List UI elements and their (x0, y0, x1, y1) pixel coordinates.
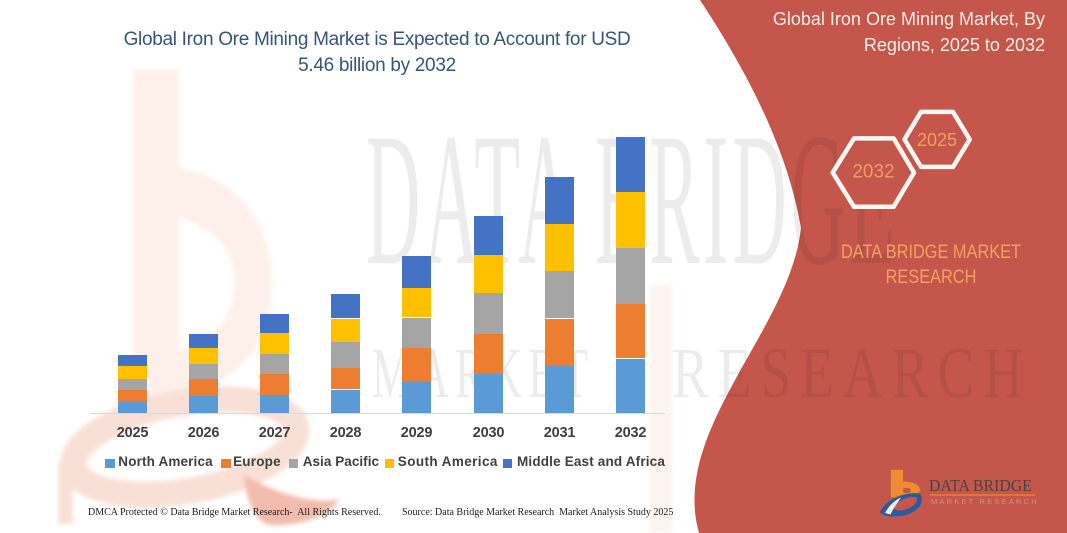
svg-text:2025: 2025 (917, 130, 957, 150)
svg-text:2032: 2032 (852, 162, 894, 183)
